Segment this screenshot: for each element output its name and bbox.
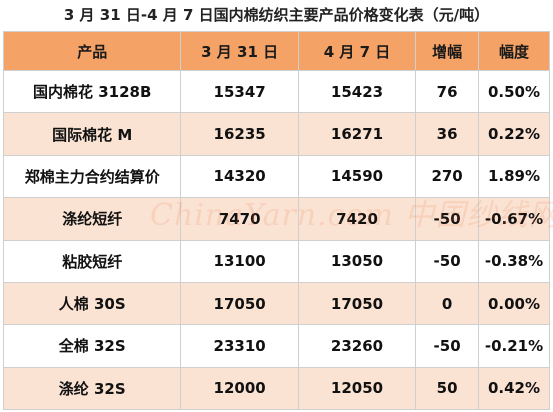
page-title: 3 月 31 日-4 月 7 日国内棉纺织主要产品价格变化表（元/吨） <box>63 6 490 24</box>
product-cell: 涤纶短纤 <box>2 197 182 241</box>
change-cell: -50 <box>415 197 479 241</box>
product-cell: 国际棉花 M <box>2 112 182 156</box>
percent-cell: -0.38% <box>477 239 551 283</box>
table-row: 人棉 30S 17050 17050 0 0.00% <box>2 281 551 326</box>
change-cell: -50 <box>415 239 479 283</box>
table-row: 郑棉主力合约结算价 14320 14590 270 1.89% <box>2 154 551 199</box>
table-row: 粘胶短纤 13100 13050 -50 -0.38% <box>2 239 551 283</box>
column-header-change: 增幅 <box>415 31 479 71</box>
change-cell: 36 <box>415 112 479 156</box>
mar31-price-cell: 14320 <box>180 154 299 199</box>
mar31-price-cell: 12000 <box>180 366 299 411</box>
percent-cell: 0.22% <box>477 112 551 156</box>
product-cell: 粘胶短纤 <box>2 239 182 283</box>
mar31-price-cell: 17050 <box>180 281 299 326</box>
percent-cell: -0.21% <box>477 324 551 368</box>
change-cell: 0 <box>415 281 479 326</box>
column-header-percent: 幅度 <box>477 31 551 71</box>
mar31-price-cell: 13100 <box>180 239 299 283</box>
percent-cell: 0.42% <box>477 366 551 411</box>
percent-cell: -0.67% <box>477 197 551 241</box>
mar31-price-cell: 16235 <box>180 112 299 156</box>
column-header-apr7: 4 月 7 日 <box>297 31 417 71</box>
table-row: 涤纶 32S 12000 12050 50 0.42% <box>2 366 551 411</box>
product-cell: 郑棉主力合约结算价 <box>2 154 182 199</box>
mar31-price-cell: 15347 <box>180 69 299 114</box>
change-cell: 76 <box>415 69 479 114</box>
product-cell: 涤纶 32S <box>2 366 182 411</box>
apr7-price-cell: 17050 <box>297 281 417 326</box>
change-cell: -50 <box>415 324 479 368</box>
table-row: 涤纶短纤 7470 7420 -50 -0.67% <box>2 197 551 241</box>
mar31-price-cell: 7470 <box>180 197 299 241</box>
mar31-price-cell: 23310 <box>180 324 299 368</box>
price-table: 产品 3 月 31 日 4 月 7 日 增幅 幅度 国内棉花 3128B 153… <box>2 31 551 411</box>
apr7-price-cell: 23260 <box>297 324 417 368</box>
table-row: 国际棉花 M 16235 16271 36 0.22% <box>2 112 551 156</box>
column-header-product: 产品 <box>2 31 182 71</box>
change-cell: 270 <box>415 154 479 199</box>
product-cell: 国内棉花 3128B <box>2 69 182 114</box>
apr7-price-cell: 12050 <box>297 366 417 411</box>
percent-cell: 1.89% <box>477 154 551 199</box>
apr7-price-cell: 16271 <box>297 112 417 156</box>
apr7-price-cell: 14590 <box>297 154 417 199</box>
table-row: 全棉 32S 23310 23260 -50 -0.21% <box>2 324 551 368</box>
apr7-price-cell: 13050 <box>297 239 417 283</box>
percent-cell: 0.50% <box>477 69 551 114</box>
table-header-row: 产品 3 月 31 日 4 月 7 日 增幅 幅度 <box>2 31 551 71</box>
table-row: 国内棉花 3128B 15347 15423 76 0.50% <box>2 69 551 114</box>
column-header-mar31: 3 月 31 日 <box>180 31 299 71</box>
apr7-price-cell: 7420 <box>297 197 417 241</box>
percent-cell: 0.00% <box>477 281 551 326</box>
product-cell: 全棉 32S <box>2 324 182 368</box>
product-cell: 人棉 30S <box>2 281 182 326</box>
apr7-price-cell: 15423 <box>297 69 417 114</box>
change-cell: 50 <box>415 366 479 411</box>
